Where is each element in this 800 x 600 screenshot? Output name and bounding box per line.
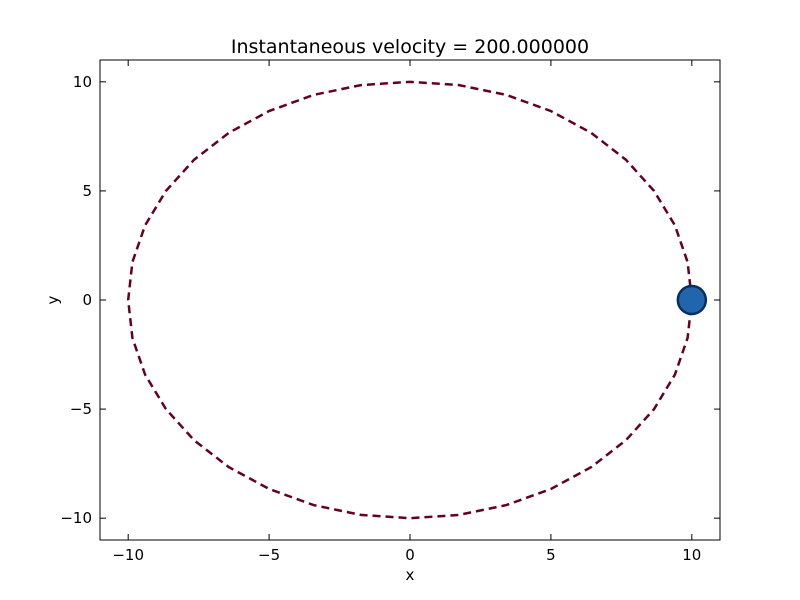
axis-ticks: −10 −5 0 5 10 −10 −5 0 5 10 <box>60 60 720 564</box>
plot-area <box>126 80 708 520</box>
x-axis-label: x <box>406 566 415 584</box>
x-tick-label: 0 <box>405 546 415 564</box>
x-tick-label: 10 <box>682 546 701 564</box>
orbit-path <box>126 80 694 520</box>
x-tick-label: −5 <box>258 546 280 564</box>
y-tick-label: −5 <box>70 400 92 418</box>
plot-frame <box>99 59 721 541</box>
y-tick-label: 0 <box>82 291 92 309</box>
x-tick-label: 5 <box>546 546 556 564</box>
y-tick-label: 10 <box>73 73 92 91</box>
chart-title: Instantaneous velocity = 200.000000 <box>231 36 589 58</box>
y-tick-label: 5 <box>82 182 92 200</box>
body-marker <box>676 284 708 316</box>
x-tick-label: −10 <box>112 546 144 564</box>
y-tick-label: −10 <box>60 509 92 527</box>
y-axis-label: y <box>44 295 62 304</box>
